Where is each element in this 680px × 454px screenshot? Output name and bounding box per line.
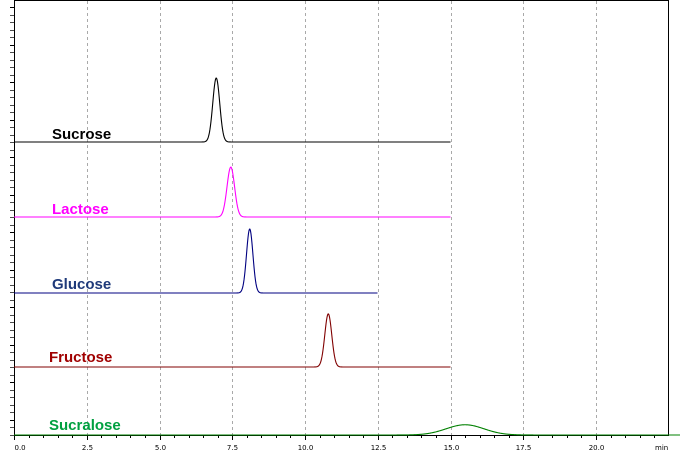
x-tick-label: 7.5 xyxy=(227,444,238,452)
x-unit-label: min xyxy=(655,444,668,452)
x-tick-label: 2.5 xyxy=(82,444,93,452)
trace-label-sucralose: Sucralose xyxy=(49,417,121,434)
x-tick-label: 20.0 xyxy=(589,444,605,452)
trace-glucose xyxy=(14,228,378,294)
grid-lines xyxy=(87,1,597,435)
x-tick-label: 5.0 xyxy=(155,444,166,452)
x-axis-ticks: 0.0 2.5 5.0 7.5 10.0 12.5 15.0 17.5 20.0 xyxy=(14,435,655,452)
x-tick-label: 0.0 xyxy=(15,444,26,452)
x-tick-label: 12.5 xyxy=(371,444,387,452)
trace-label-lactose: Lactose xyxy=(52,201,109,218)
trace-sucralose xyxy=(14,424,680,436)
trace-label-glucose: Glucose xyxy=(52,276,111,293)
trace-fructose xyxy=(14,313,451,368)
x-tick-label: 17.5 xyxy=(516,444,532,452)
x-tick-label: 15.0 xyxy=(444,444,460,452)
trace-lactose xyxy=(14,166,451,218)
trace-labels: Sucrose Lactose Glucose Fructose Sucralo… xyxy=(49,126,121,434)
trace-sucrose xyxy=(14,77,451,143)
y-axis-ticks xyxy=(10,7,14,436)
trace-label-sucrose: Sucrose xyxy=(52,126,111,143)
x-tick-label: 10.0 xyxy=(298,444,314,452)
trace-label-fructose: Fructose xyxy=(49,349,112,366)
chromatogram-traces xyxy=(14,77,680,436)
